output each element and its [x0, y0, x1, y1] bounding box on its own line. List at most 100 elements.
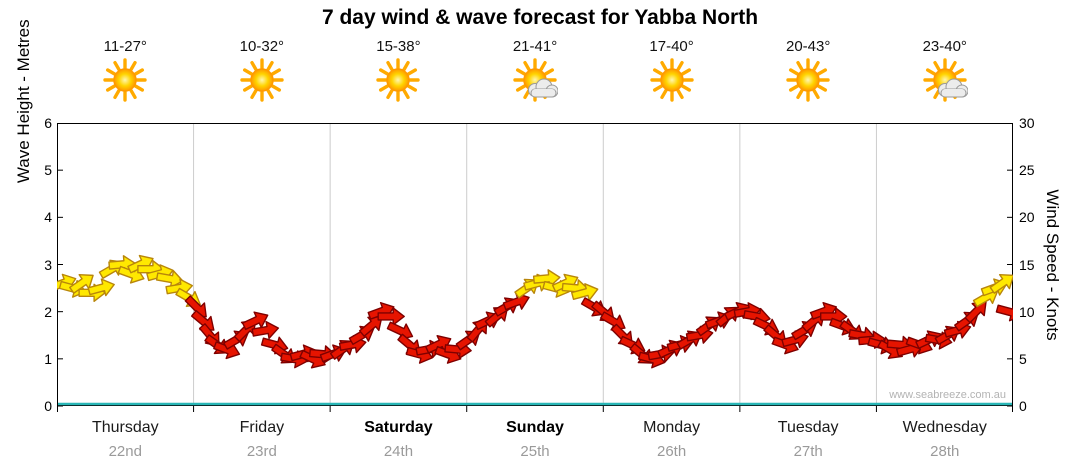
sun-ray: [789, 68, 800, 76]
left-axis-tick-label: 4: [44, 209, 52, 226]
sun-ray: [266, 61, 274, 72]
day-temp-range: 23-40°: [922, 38, 967, 55]
page-title: 7 day wind & wave forecast for Yabba Nor…: [321, 6, 759, 29]
sun-icon: [103, 58, 147, 102]
sun-ray: [266, 88, 274, 99]
sun-ray: [113, 61, 121, 72]
sun-ray: [812, 88, 820, 99]
day-date: 23rd: [246, 443, 277, 460]
day-weather-icon: [740, 57, 877, 108]
wind-wave-chart: [57, 123, 1013, 412]
day-temp-range: 20-43°: [785, 38, 831, 55]
watermark: www.seabreeze.com.au: [889, 389, 1006, 401]
sun-ray: [680, 68, 691, 76]
wind-arrow: [241, 311, 269, 331]
day-label-friday: Friday 23rd: [194, 419, 331, 460]
day-temp-range: 10-32°: [239, 38, 285, 55]
sun-ray: [129, 88, 137, 99]
day-label-monday: Monday 26th: [603, 419, 740, 460]
sun-ray: [539, 61, 547, 72]
sun-ray: [106, 68, 117, 76]
sun-ray: [402, 61, 411, 72]
sun-icon: [786, 58, 830, 102]
day-temp-range: 15-38°: [376, 38, 421, 55]
day-weather-icon: [876, 57, 1013, 108]
sun-ray: [242, 84, 254, 92]
sun-ray: [933, 61, 941, 72]
right-axis-tick-label: 0: [1019, 398, 1027, 414]
day-header-tuesday: 20-43°: [740, 38, 877, 108]
sun-icon: [376, 58, 421, 102]
day-name: Sunday: [506, 419, 564, 436]
sun-ray: [953, 68, 964, 76]
sun-ray: [133, 84, 145, 92]
day-name: Saturday: [364, 419, 433, 436]
sun-ray: [816, 84, 828, 92]
day-date: 28th: [930, 443, 960, 460]
sun-ray: [516, 84, 527, 92]
day-weather-icon: [57, 57, 194, 108]
sun-ray: [133, 68, 145, 76]
wind-arrow: [989, 274, 1013, 294]
day-header-saturday: 15-38°: [330, 38, 467, 108]
day-header-friday: 10-32°: [194, 38, 331, 108]
left-axis-title: Wave Height - Metres: [14, 19, 33, 184]
sun-ray: [379, 84, 390, 92]
day-label-wednesday: Wednesday 28th: [876, 419, 1013, 460]
sun-icon: [240, 58, 284, 102]
sun-ray: [106, 84, 117, 92]
day-name: Thursday: [91, 419, 159, 436]
wind-arrow: [87, 278, 115, 297]
cloud-icon: [937, 78, 969, 98]
right-axis-tick-label: 15: [1019, 256, 1035, 273]
sun-ray: [386, 61, 395, 72]
sun-ray: [812, 61, 820, 72]
day-temp-range: 11-27°: [103, 38, 147, 55]
sun-ray: [789, 84, 800, 92]
sun-ray: [949, 61, 957, 72]
sun-ray: [407, 84, 418, 92]
sun-ray: [796, 61, 804, 72]
day-name: Monday: [643, 419, 701, 436]
sun-ray: [250, 88, 258, 99]
wind-arrow: [502, 292, 530, 311]
day-name: Wednesday: [902, 419, 987, 436]
sun-ray: [675, 61, 684, 72]
day-weather-icon: [603, 57, 740, 108]
left-axis-tick-label: 6: [44, 115, 52, 131]
sun-ray: [407, 68, 418, 76]
day-label-thursday: Thursday 22nd: [57, 419, 194, 460]
sun-ray: [659, 61, 668, 72]
sun-ray: [659, 88, 668, 99]
day-header-thursday: 11-27°: [57, 38, 194, 108]
day-date: 27th: [793, 443, 823, 460]
sun-ray: [523, 61, 531, 72]
sun-cloud-icon: [513, 58, 559, 102]
wind-arrow: [995, 303, 1013, 322]
left-axis-tick-label: 0: [44, 398, 52, 414]
day-header-monday: 17-40°: [603, 38, 740, 108]
sun-ray: [516, 68, 527, 76]
left-axis-tick-label: 3: [44, 256, 52, 273]
sun-ray: [113, 88, 121, 99]
sun-ray: [680, 84, 691, 92]
sun-ray: [543, 68, 555, 76]
day-label-sunday: Sunday 25th: [467, 419, 604, 460]
left-axis-tick-label: 5: [44, 162, 52, 179]
day-temp-range: 17-40°: [649, 38, 694, 55]
right-axis-tick-label: 10: [1019, 303, 1035, 320]
sun-ray: [652, 68, 663, 76]
day-date: 25th: [520, 443, 550, 460]
right-axis-tick-label: 5: [1019, 350, 1027, 367]
sun-ray: [129, 61, 137, 72]
day-label-saturday: Saturday 24th: [330, 419, 467, 460]
day-date: 26th: [657, 443, 687, 460]
sun-ray: [250, 61, 258, 72]
day-temp-range: 21-41°: [512, 38, 558, 55]
right-axis-tick-label: 30: [1019, 115, 1035, 131]
day-name: Friday: [239, 419, 285, 436]
sun-ray: [925, 68, 937, 76]
sun-ray: [925, 84, 937, 92]
right-axis-tick-label: 25: [1019, 162, 1035, 179]
